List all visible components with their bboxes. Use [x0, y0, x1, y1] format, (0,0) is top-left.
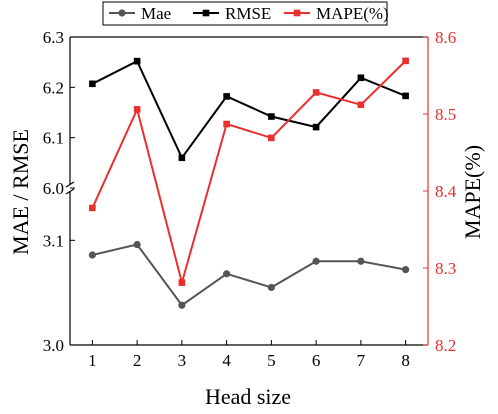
legend-label: Mae: [141, 4, 171, 23]
x-tick-label: 3: [178, 351, 187, 370]
axis-break-mark-upper: [65, 181, 75, 188]
data-point: [178, 279, 186, 286]
data-point: [402, 92, 409, 100]
data-point: [402, 57, 409, 65]
data-point: [133, 106, 141, 113]
right-tick-label: 8.5: [435, 105, 456, 124]
series-rmse: [89, 57, 409, 162]
x-tick-label: 4: [222, 351, 231, 370]
data-point: [223, 93, 230, 100]
data-point: [267, 283, 275, 292]
right-axis-label: MAPE(%): [460, 145, 485, 239]
x-tick-label: 6: [312, 351, 321, 370]
data-point: [223, 120, 230, 128]
series-line: [91, 60, 407, 287]
x-tick-label: 1: [88, 351, 97, 370]
left-tick-label: 6.0: [43, 179, 64, 198]
legend-label: MAPE(%): [316, 4, 389, 23]
right-tick-label: 8.2: [435, 336, 456, 355]
data-point: [268, 113, 275, 120]
right-tick-label: 8.3: [435, 259, 456, 278]
x-tick-label: 5: [267, 351, 276, 370]
data-point: [312, 89, 320, 96]
data-point: [357, 257, 365, 265]
data-point: [312, 257, 320, 265]
x-axis-ticks: 1 2 3 4 5 6 7 8: [88, 340, 410, 370]
data-point: [178, 154, 186, 162]
data-point: [133, 240, 141, 249]
data-point: [133, 57, 141, 65]
legend-marker: [293, 9, 301, 17]
x-axis-label: Head size: [205, 384, 291, 409]
legend-box: [102, 1, 388, 26]
data-point: [357, 101, 365, 109]
left-tick-label: 3.0: [43, 336, 64, 355]
x-tick-label: 2: [133, 351, 142, 370]
legend-marker: [118, 9, 126, 17]
data-point: [223, 270, 231, 278]
data-point: [268, 134, 275, 142]
left-tick-label: 6.1: [43, 129, 64, 148]
left-tick-label: 6.2: [43, 78, 64, 97]
data-point: [402, 266, 410, 274]
series-line: [92, 243, 406, 307]
data-point: [88, 251, 96, 259]
series-mae: [88, 240, 410, 309]
legend-marker: [202, 9, 210, 17]
x-tick-label: 7: [357, 351, 366, 370]
axis-break-mark-lower: [65, 188, 75, 195]
series-mape: [89, 57, 409, 287]
right-tick-label: 8.4: [435, 182, 457, 201]
left-tick-label: 6.3: [43, 28, 64, 47]
data-point: [357, 74, 365, 82]
legend: Mae RMSE MAPE(%): [102, 1, 389, 26]
right-axis-ticks: 8.2 8.3 8.4 8.5 8.6: [423, 28, 457, 355]
legend-label: RMSE: [225, 4, 271, 23]
x-tick-label: 8: [401, 351, 410, 370]
data-point: [89, 204, 96, 212]
right-tick-label: 8.6: [435, 28, 456, 47]
data-point: [312, 123, 320, 131]
left-axis-label: MAE / RMSE: [8, 129, 33, 255]
left-axis-ticks: 6.0 6.1 6.2 6.3 3.0 3.1: [43, 28, 75, 355]
left-tick-label: 3.1: [43, 231, 64, 250]
data-point: [178, 301, 186, 309]
data-point: [89, 80, 96, 88]
series-line: [91, 59, 406, 160]
series-group: [88, 57, 410, 309]
